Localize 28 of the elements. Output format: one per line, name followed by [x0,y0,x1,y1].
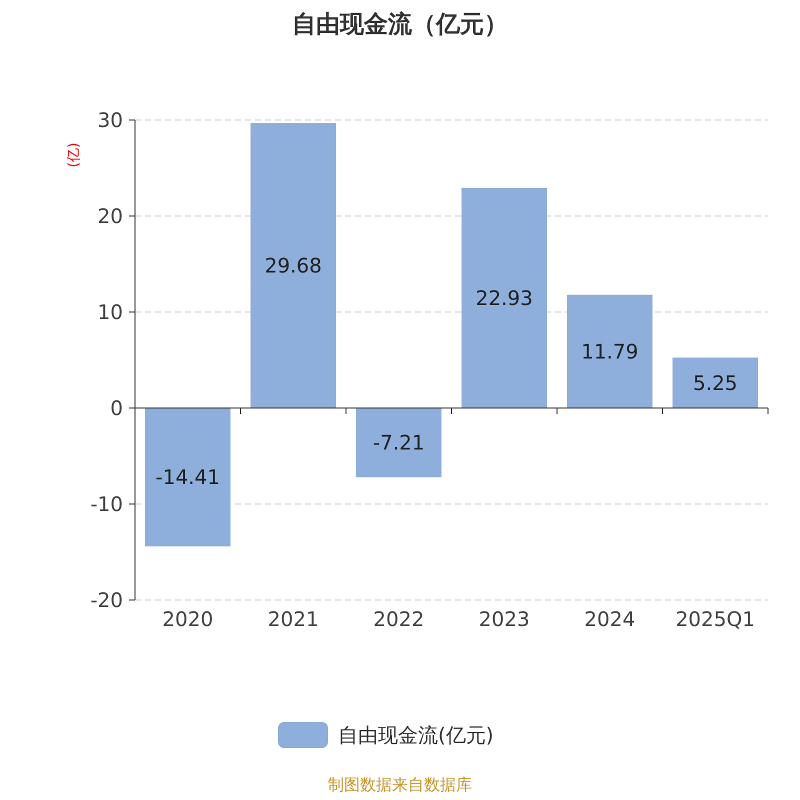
bar [672,358,758,408]
bar [250,123,336,408]
x-tick-label: 2022 [373,607,424,631]
bar [356,408,442,478]
data-label: -7.21 [372,430,425,455]
x-tick-label: 2020 [162,607,214,631]
y-tick-label: 0 [110,396,123,420]
data-label: 5.25 [692,370,738,395]
data-label: 29.68 [264,254,322,278]
data-label: -14.41 [156,465,220,490]
legend-label: 自由现金流(亿元) [338,723,494,747]
bar [567,294,652,408]
bar [145,408,230,546]
x-tick-label: 2023 [478,607,530,631]
data-label: 22.93 [476,286,533,310]
x-tick-label: 2024 [584,607,636,631]
y-tick-label: 10 [98,300,123,324]
text: 制图数据来自数据库 [328,775,472,794]
y-tick-label: 20 [98,204,123,228]
bar [462,188,547,408]
y-axis-title: (亿) [66,142,82,168]
y-tick-label: -20 [90,588,123,612]
data-label: 11.79 [581,339,638,364]
chart-title: 自由现金流（亿元） [292,10,508,38]
x-tick-label: 2025Q1 [676,607,755,631]
x-tick-label: 2021 [268,607,319,631]
y-tick-label: -10 [90,492,123,516]
y-tick-label: 30 [98,108,123,132]
